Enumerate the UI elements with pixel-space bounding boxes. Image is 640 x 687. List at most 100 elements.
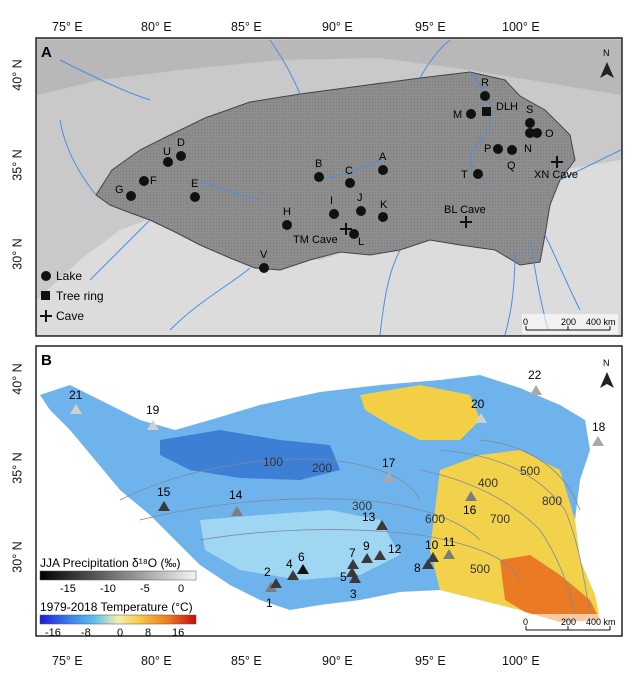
svg-text:21: 21 <box>69 388 83 402</box>
svg-text:10: 10 <box>425 538 439 552</box>
svg-text:7: 7 <box>349 546 356 560</box>
cave-markers <box>340 156 563 235</box>
temperature-cold <box>160 430 340 480</box>
svg-text:12: 12 <box>388 542 402 556</box>
lake-marker-v <box>259 263 269 273</box>
lake-marker-o <box>532 128 542 138</box>
temperature-legend: 1979-2018 Temperature (°C) -16 -8 0 8 16 <box>39 600 197 639</box>
svg-text:15: 15 <box>157 485 171 499</box>
lon-tick: 75° E <box>52 20 83 34</box>
lon-tick: 95° E <box>415 654 446 668</box>
station-4 <box>287 570 299 580</box>
lake-marker-u <box>163 157 173 167</box>
temperature-north-warm <box>360 385 480 440</box>
svg-text:2: 2 <box>264 565 271 579</box>
lake-marker-l <box>349 229 359 239</box>
svg-text:-10: -10 <box>100 583 116 595</box>
svg-text:1: 1 <box>266 596 273 610</box>
panel-a-label: A <box>41 44 52 61</box>
lake-marker-m <box>466 109 476 119</box>
svg-text:-16: -16 <box>45 627 61 639</box>
svg-text:G: G <box>115 184 124 196</box>
svg-text:100: 100 <box>263 455 283 469</box>
lake-marker-s <box>525 118 535 128</box>
legend-lake-icon <box>41 271 51 281</box>
station-15 <box>158 501 170 511</box>
svg-text:400 km: 400 km <box>586 317 616 327</box>
svg-text:-8: -8 <box>81 627 91 639</box>
station-13 <box>376 520 388 530</box>
svg-text:18: 18 <box>592 420 606 434</box>
svg-text:500: 500 <box>470 562 490 576</box>
scalebar-b: 0 200 400 km <box>522 614 618 634</box>
svg-text:V: V <box>260 249 268 261</box>
svg-text:0: 0 <box>117 627 123 639</box>
svg-text:0: 0 <box>178 583 184 595</box>
svg-text:F: F <box>150 175 157 187</box>
svg-text:-15: -15 <box>60 583 76 595</box>
temperature-hot <box>500 555 600 622</box>
panel-a: A N <box>35 37 623 337</box>
station-18 <box>592 436 604 446</box>
lake-marker-e <box>190 192 200 202</box>
station-labels: 1 2 3 4 5 6 7 8 9 10 11 12 13 14 15 16 1… <box>69 368 606 610</box>
lon-tick: 80° E <box>141 654 172 668</box>
svg-text:Lake: Lake <box>56 269 82 283</box>
svg-text:3: 3 <box>350 587 357 601</box>
station-7 <box>347 559 359 569</box>
svg-text:C: C <box>345 165 353 177</box>
station-14 <box>231 506 243 516</box>
lon-tick: 100° E <box>502 654 540 668</box>
tree-ring-marker-dlh <box>482 107 491 116</box>
svg-text:Q: Q <box>507 160 516 172</box>
lake-labels: R M S O P N Q T U D F G E B C A I J K H … <box>115 77 554 261</box>
svg-text:S: S <box>526 104 533 116</box>
lon-tick: 85° E <box>231 20 262 34</box>
station-17 <box>383 472 395 482</box>
svg-text:14: 14 <box>229 488 243 502</box>
station-20 <box>475 413 487 423</box>
svg-text:0: 0 <box>523 317 528 327</box>
svg-text:0: 0 <box>523 617 528 627</box>
svg-text:M: M <box>453 109 462 121</box>
svg-text:8: 8 <box>414 561 421 575</box>
station-8 <box>422 559 434 569</box>
svg-text:13: 13 <box>362 510 376 524</box>
north-arrow-icon: N <box>600 48 614 78</box>
svg-text:8: 8 <box>145 627 151 639</box>
svg-text:U: U <box>163 146 171 158</box>
svg-text:600: 600 <box>425 512 445 526</box>
lake-marker-h <box>282 220 292 230</box>
svg-text:D: D <box>177 137 185 149</box>
svg-text:H: H <box>283 206 291 218</box>
legend-tree-ring-icon <box>41 291 50 300</box>
svg-text:5: 5 <box>340 570 347 584</box>
terrain-upper <box>37 40 621 95</box>
svg-text:20: 20 <box>471 397 485 411</box>
svg-text:200: 200 <box>312 461 332 475</box>
svg-text:J: J <box>357 192 363 204</box>
svg-text:19: 19 <box>146 403 160 417</box>
svg-text:-5: -5 <box>140 583 150 595</box>
panel-b: 100 200 300 400 500 600 700 800 500 B N <box>35 345 623 639</box>
cave-label-xn: XN Cave <box>534 169 578 181</box>
svg-text:4: 4 <box>286 557 293 571</box>
svg-text:17: 17 <box>382 456 396 470</box>
station-22 <box>530 385 542 395</box>
svg-text:1979-2018 Temperature (°C): 1979-2018 Temperature (°C) <box>40 600 193 614</box>
station-19 <box>147 420 159 430</box>
legend-cave-icon <box>40 310 52 322</box>
plateau-outline <box>95 71 576 271</box>
lake-marker-k <box>378 212 388 222</box>
lake-marker-a <box>378 165 388 175</box>
scalebar-a: 0 200 400 km <box>522 314 618 334</box>
svg-text:L: L <box>358 236 364 248</box>
station-11 <box>443 549 455 559</box>
svg-text:O: O <box>545 128 554 140</box>
legend-a: Lake Tree ring Cave <box>40 269 104 323</box>
tree-ring-label: DLH <box>496 101 518 113</box>
station-21 <box>70 404 82 414</box>
lake-marker-c <box>345 178 355 188</box>
lake-marker-g <box>126 191 136 201</box>
lake-markers <box>126 91 542 273</box>
